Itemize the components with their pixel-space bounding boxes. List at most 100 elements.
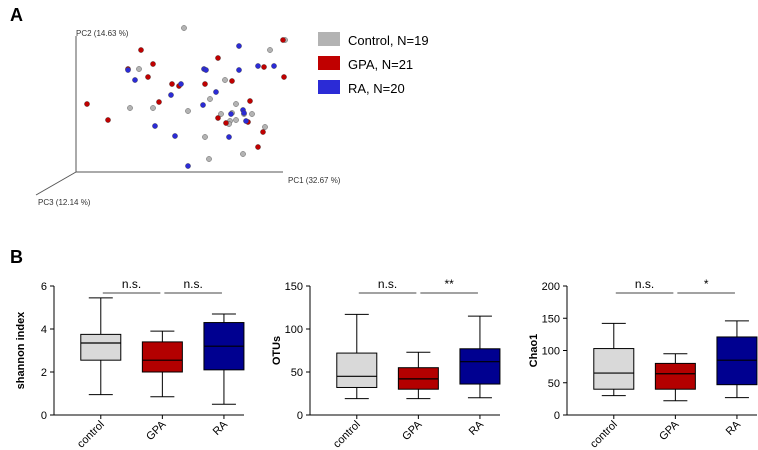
box-2-2 bbox=[716, 336, 758, 386]
pc3-axis-label: PC3 (12.14 %) bbox=[38, 198, 91, 207]
pc2-axis-label: PC2 (14.63 %) bbox=[76, 29, 129, 38]
box-0-1 bbox=[141, 341, 183, 373]
pcoa-point-ra-12 bbox=[243, 118, 249, 124]
y-tick-label-2-200: 200 bbox=[542, 281, 560, 293]
pcoa-point-control-4 bbox=[222, 77, 228, 83]
pcoa-point-gpa-8 bbox=[105, 117, 111, 123]
boxplot-chao1: 0 50 100 150 200 Chao1 control GPA RA n.s. * bbox=[528, 277, 758, 450]
pc3-axis bbox=[35, 171, 77, 196]
pcoa-point-ra-16 bbox=[203, 67, 209, 73]
y-tick-label-2-150: 150 bbox=[542, 313, 560, 325]
box-1-0 bbox=[336, 352, 378, 388]
pcoa-point-gpa-15 bbox=[261, 64, 267, 70]
pcoa-point-gpa-19 bbox=[255, 144, 261, 150]
sig-label-0-1: n.s. bbox=[183, 277, 202, 291]
pcoa-point-control-17 bbox=[206, 156, 212, 162]
sig-label-2-1: * bbox=[704, 277, 709, 291]
y-tick-label-2-0: 0 bbox=[554, 410, 560, 422]
x-tick-label-2-2: RA bbox=[724, 418, 744, 438]
box-0-0 bbox=[80, 333, 122, 361]
pcoa-point-gpa-10 bbox=[223, 120, 229, 126]
boxplot-otus: 0 50 100 150 OTUs control GPA RA n.s. ** bbox=[271, 277, 501, 450]
pcoa-point-ra-19 bbox=[241, 110, 247, 116]
y-axis-label-1: OTUs bbox=[271, 336, 283, 365]
pcoa-point-gpa-13 bbox=[280, 37, 286, 43]
pcoa-point-gpa-20 bbox=[260, 129, 266, 135]
legend-label-ra: RA, N=20 bbox=[348, 81, 405, 96]
boxplot-shannon: 0 2 4 6 shannon index control GPA RA n.s. n.s. bbox=[15, 277, 245, 450]
pcoa-point-ra-9 bbox=[185, 163, 191, 169]
y-axis-label-0: shannon index bbox=[15, 311, 27, 390]
legend-swatch-gpa bbox=[318, 56, 340, 70]
pcoa-point-ra-10 bbox=[226, 134, 232, 140]
pcoa-point-ra-1 bbox=[255, 63, 261, 69]
pcoa-point-control-19 bbox=[218, 111, 224, 117]
y-tick-label-1-50: 50 bbox=[291, 367, 303, 379]
pcoa-point-gpa-4 bbox=[169, 81, 175, 87]
pcoa-point-gpa-17 bbox=[229, 78, 235, 84]
pcoa-point-control-7 bbox=[233, 101, 239, 107]
pcoa-point-gpa-3 bbox=[145, 74, 151, 80]
pcoa-point-control-5 bbox=[207, 96, 213, 102]
legend-swatch-control bbox=[318, 32, 340, 46]
pc1-axis-label: PC1 (32.67 %) bbox=[288, 176, 341, 185]
y-tick-label-0-6: 6 bbox=[41, 281, 47, 293]
pcoa-point-gpa-0 bbox=[138, 47, 144, 53]
panel-label-a: A bbox=[10, 5, 23, 25]
x-tick-label-1-2: RA bbox=[467, 418, 487, 438]
y-tick-label-1-100: 100 bbox=[285, 324, 303, 336]
pcoa-point-ra-13 bbox=[228, 111, 234, 117]
pcoa-point-ra-17 bbox=[178, 81, 184, 87]
pcoa-point-control-15 bbox=[202, 134, 208, 140]
x-tick-label-1-1: GPA bbox=[400, 418, 425, 443]
box-1-2 bbox=[459, 348, 501, 385]
y-tick-label-1-0: 0 bbox=[297, 410, 303, 422]
pcoa-point-control-0 bbox=[181, 25, 187, 31]
pcoa-point-ra-15 bbox=[132, 77, 138, 83]
pcoa-point-ra-0 bbox=[236, 43, 242, 49]
y-axis-label-2: Chao1 bbox=[528, 334, 540, 368]
legend-label-gpa: GPA, N=21 bbox=[348, 57, 413, 72]
box-2-1 bbox=[654, 362, 696, 390]
pcoa-plot: PC2 (14.63 %) PC1 (32.67 %) PC3 (12.14 %… bbox=[35, 25, 341, 207]
pcoa-point-gpa-18 bbox=[247, 98, 253, 104]
x-tick-label-0-1: GPA bbox=[144, 418, 169, 443]
pcoa-point-ra-7 bbox=[152, 123, 158, 129]
y-tick-label-0-4: 4 bbox=[41, 324, 47, 336]
pcoa-point-control-18 bbox=[240, 151, 246, 157]
pcoa-point-control-6 bbox=[150, 105, 156, 111]
sig-label-2-0: n.s. bbox=[635, 277, 654, 291]
y-tick-label-0-0: 0 bbox=[41, 410, 47, 422]
x-tick-label-0-2: RA bbox=[211, 418, 231, 438]
pcoa-point-ra-8 bbox=[172, 133, 178, 139]
pcoa-point-control-10 bbox=[185, 108, 191, 114]
panel-label-b: B bbox=[10, 247, 23, 267]
legend-label-control: Control, N=19 bbox=[348, 33, 429, 48]
pcoa-point-control-20 bbox=[233, 117, 239, 123]
pcoa-point-gpa-14 bbox=[215, 55, 221, 61]
legend-swatch-ra bbox=[318, 80, 340, 94]
pcoa-point-gpa-1 bbox=[150, 61, 156, 67]
pcoa-point-ra-18 bbox=[125, 67, 131, 73]
sig-label-1-0: n.s. bbox=[378, 277, 397, 291]
pcoa-point-gpa-9 bbox=[215, 115, 221, 121]
sig-label-0-0: n.s. bbox=[122, 277, 141, 291]
pcoa-point-control-2 bbox=[267, 47, 273, 53]
pcoa-point-gpa-12 bbox=[202, 81, 208, 87]
y-tick-label-0-2: 2 bbox=[41, 367, 47, 379]
pcoa-point-ra-5 bbox=[168, 92, 174, 98]
pcoa-point-gpa-16 bbox=[281, 74, 287, 80]
y-tick-label-2-50: 50 bbox=[548, 378, 560, 390]
box-2-0 bbox=[593, 348, 635, 390]
y-tick-label-2-100: 100 bbox=[542, 346, 560, 358]
x-tick-label-2-0: control bbox=[588, 419, 620, 450]
pcoa-point-ra-3 bbox=[236, 67, 242, 73]
pcoa-point-ra-11 bbox=[213, 89, 219, 95]
x-tick-label-2-1: GPA bbox=[657, 418, 682, 443]
x-tick-label-0-0: control bbox=[75, 419, 107, 450]
sig-label-1-1: ** bbox=[444, 277, 454, 291]
pcoa-point-ra-4 bbox=[271, 63, 277, 69]
pcoa-point-control-8 bbox=[249, 111, 255, 117]
x-tick-label-1-0: control bbox=[331, 419, 363, 450]
